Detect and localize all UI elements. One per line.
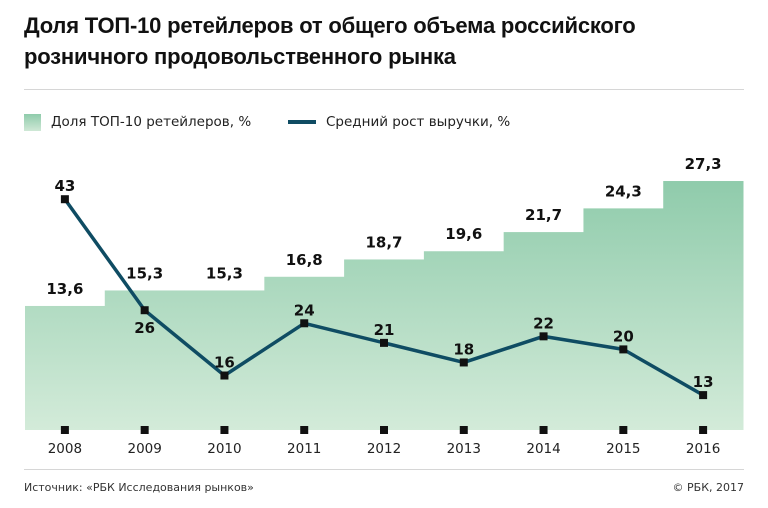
bar-label-2014: 21,7	[525, 206, 562, 224]
bar-2013	[423, 251, 505, 430]
footer-divider	[24, 469, 744, 470]
bar-label-2012: 18,7	[365, 233, 402, 251]
line-point-2010	[220, 371, 229, 380]
legend-item-bars: Доля ТОП-10 ретейлеров, %	[24, 110, 251, 134]
chart-title-line-1: Доля ТОП-10 ретейлеров от общего объема …	[24, 13, 636, 38]
bars-group	[25, 181, 744, 430]
legend-bar-swatch-icon	[24, 113, 41, 131]
line-point-2011	[300, 319, 309, 328]
bar-2014	[503, 232, 584, 430]
bar-label-2008: 13,6	[46, 280, 83, 298]
bar-2008	[25, 305, 106, 430]
x-tick-2012	[380, 426, 388, 434]
x-tick-2014	[539, 426, 548, 434]
bar-2011	[264, 276, 345, 430]
x-tick-2013	[459, 426, 468, 434]
bar-2015	[583, 208, 664, 430]
line-label-2015: 20	[613, 327, 634, 345]
line-point-2015	[619, 345, 628, 354]
bar-label-2016: 27,3	[685, 155, 722, 173]
x-tick-2011	[300, 426, 309, 434]
legend-line-label: Средний рост выручки, %	[326, 114, 511, 130]
x-tick-2010	[220, 426, 229, 434]
bar-label-2011: 16,8	[286, 251, 323, 269]
legend-line-swatch-icon	[288, 120, 316, 124]
line-point-2012	[380, 338, 388, 347]
line-label-2009: 26	[134, 319, 155, 337]
legend-bars-label: Доля ТОП-10 ретейлеров, %	[51, 114, 252, 130]
header-divider	[24, 89, 744, 90]
bar-2010	[184, 290, 265, 430]
x-tick-label-2010: 2010	[207, 441, 241, 457]
line-label-2013: 18	[453, 340, 474, 358]
bar-labels-group: 13,6 15,3 15,3 16,8 18,7 19,6 21,7 24,3 27,3	[46, 155, 721, 298]
line-label-2011: 24	[294, 301, 315, 319]
x-tick-2008	[60, 426, 69, 434]
line-point-2008	[60, 195, 69, 204]
bar-label-2009: 15,3	[126, 264, 163, 282]
line-label-2012: 21	[374, 321, 395, 339]
chart-title-line-2: розничного продовольственного рынка	[24, 44, 456, 69]
x-tick-2015	[619, 426, 628, 434]
line-label-2014: 22	[533, 314, 554, 332]
line-label-2016: 13	[693, 373, 714, 391]
line-point-2014	[539, 332, 548, 341]
x-tick-label-2008: 2008	[48, 441, 82, 457]
chart-plot: 13,6 15,3 15,3 16,8 18,7 19,6 21,7 24,3 27,3 43 2…	[25, 155, 744, 457]
line-point-2016	[699, 391, 708, 400]
x-tick-label-2009: 2009	[127, 441, 161, 457]
line-label-2008: 43	[54, 177, 75, 195]
bar-label-2010: 15,3	[206, 264, 243, 282]
x-tick-label-2012: 2012	[367, 441, 401, 457]
x-tick-label-2011: 2011	[287, 441, 321, 457]
x-tick-label-2013: 2013	[447, 441, 481, 457]
bar-label-2013: 19,6	[445, 225, 482, 243]
legend-item-line: Средний рост выручки, %	[288, 110, 510, 134]
x-tick-label-2016: 2016	[686, 441, 720, 457]
bar-label-2015: 24,3	[605, 182, 642, 200]
line-group: 43 26 16 24 21 18 22 20 13	[54, 177, 714, 400]
chart-title: Доля ТОП-10 ретейлеров от общего объема …	[24, 10, 744, 72]
copyright-note: © РБК, 2017	[672, 481, 744, 494]
bar-2016	[663, 181, 744, 430]
line-point-2009	[140, 306, 149, 315]
line-point-2013	[459, 358, 468, 367]
line-label-2010: 16	[214, 354, 235, 372]
x-tick-2009	[140, 426, 149, 434]
x-tick-label-2014: 2014	[526, 441, 560, 457]
x-tick-label-2015: 2015	[606, 441, 640, 457]
source-note: Источник: «РБК Исследования рынков»	[24, 481, 254, 494]
x-axis: 2008 2009 2010 2011 2012 2013 2014 2015 2016	[48, 426, 720, 457]
x-tick-2016	[699, 426, 708, 434]
